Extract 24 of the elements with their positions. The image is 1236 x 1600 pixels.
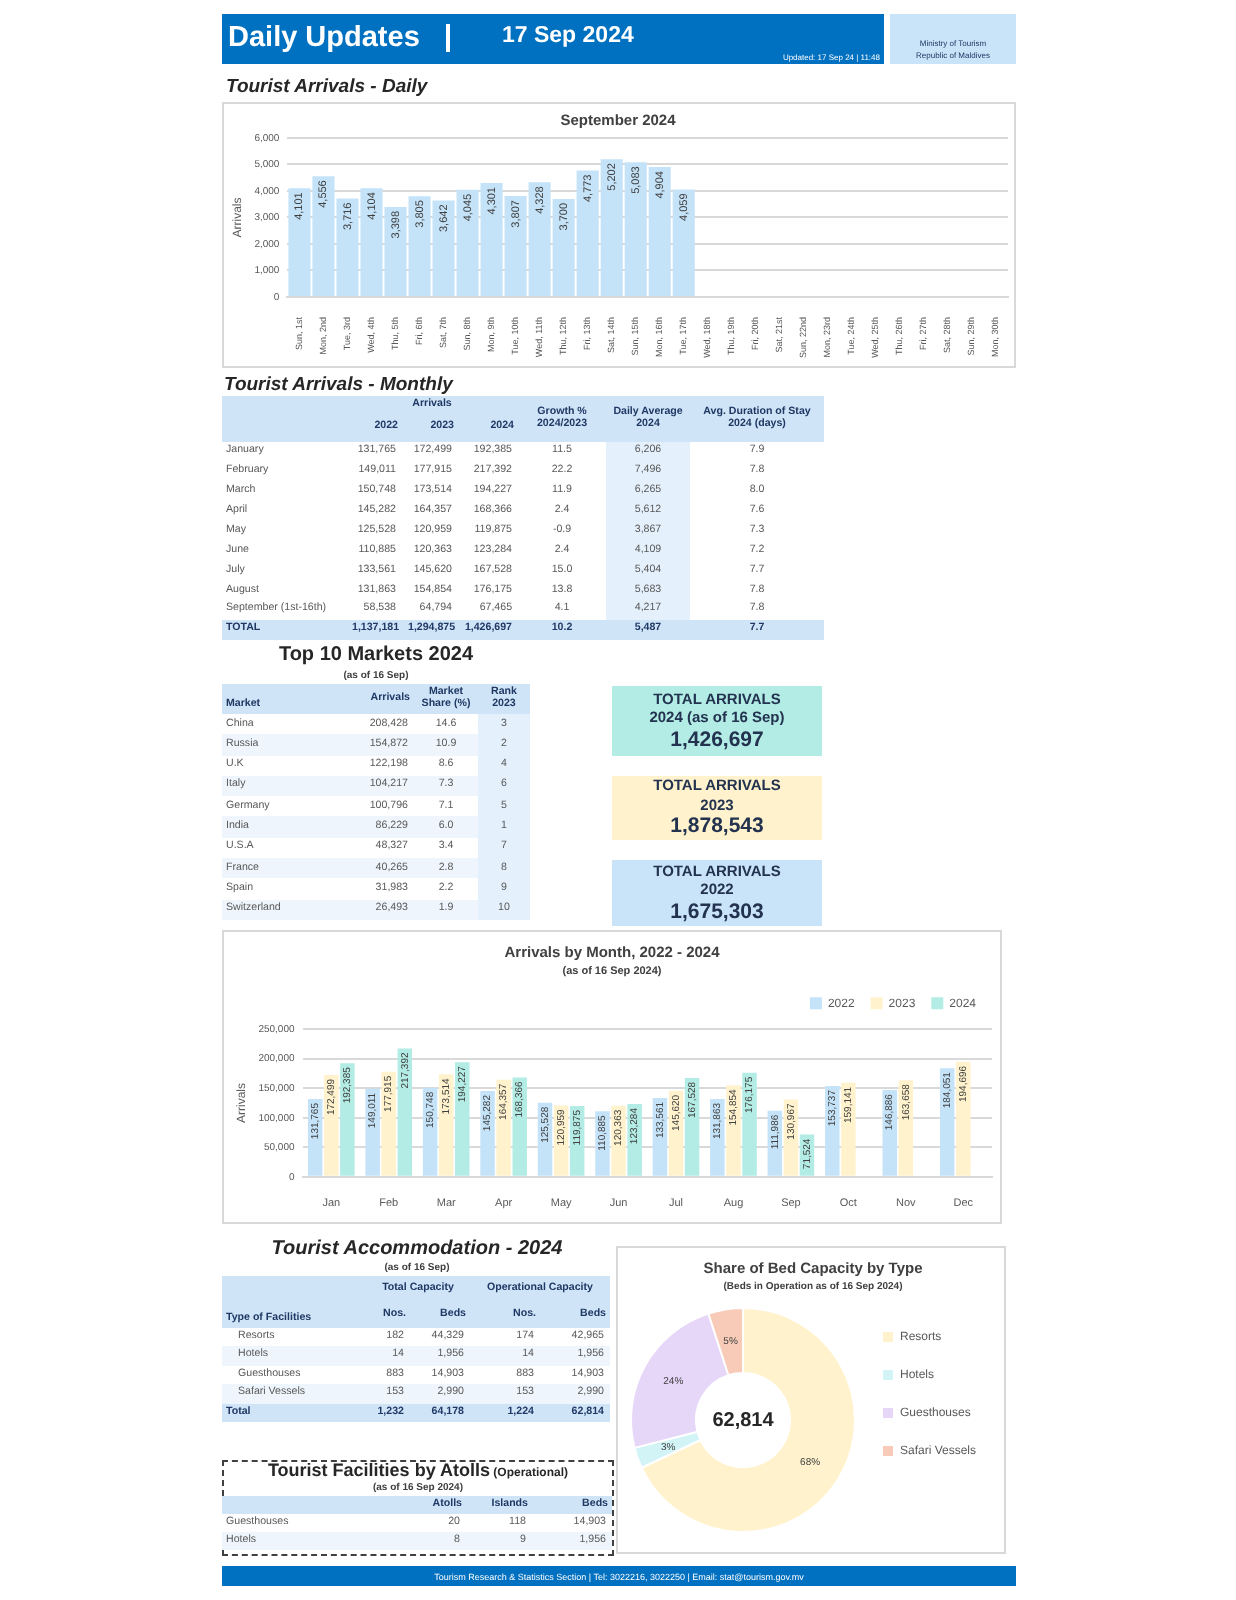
- text: Daily Updates: [228, 20, 420, 58]
- bar: [825, 1086, 840, 1176]
- bar: [742, 1072, 757, 1176]
- text: 17 Sep 2024: [502, 22, 634, 52]
- bar: [726, 1085, 741, 1176]
- bar: [381, 1071, 396, 1176]
- text: Tourist Arrivals - Monthly: [222, 374, 456, 396]
- bar: [480, 1091, 495, 1176]
- text: Top 10 Markets 2024: [276, 644, 476, 668]
- text: 1,878,543: [670, 814, 764, 839]
- bar: [956, 1061, 971, 1176]
- bar: [365, 1088, 380, 1176]
- text: Tourist Facilities by Atolls: [267, 1460, 490, 1480]
- text: Tourist Accommodation - 2024: [269, 1238, 565, 1262]
- bar: [455, 1062, 470, 1176]
- text: 62,814: [712, 1409, 775, 1432]
- bar: [496, 1079, 511, 1176]
- bar: [324, 1074, 339, 1176]
- chart-title: Tourist Arrivals - Daily: [226, 74, 428, 102]
- text: 1,675,303: [670, 899, 764, 924]
- bar: [340, 1063, 355, 1176]
- text: 1,426,697: [670, 727, 764, 752]
- bar: [841, 1082, 856, 1176]
- bar: [512, 1077, 527, 1176]
